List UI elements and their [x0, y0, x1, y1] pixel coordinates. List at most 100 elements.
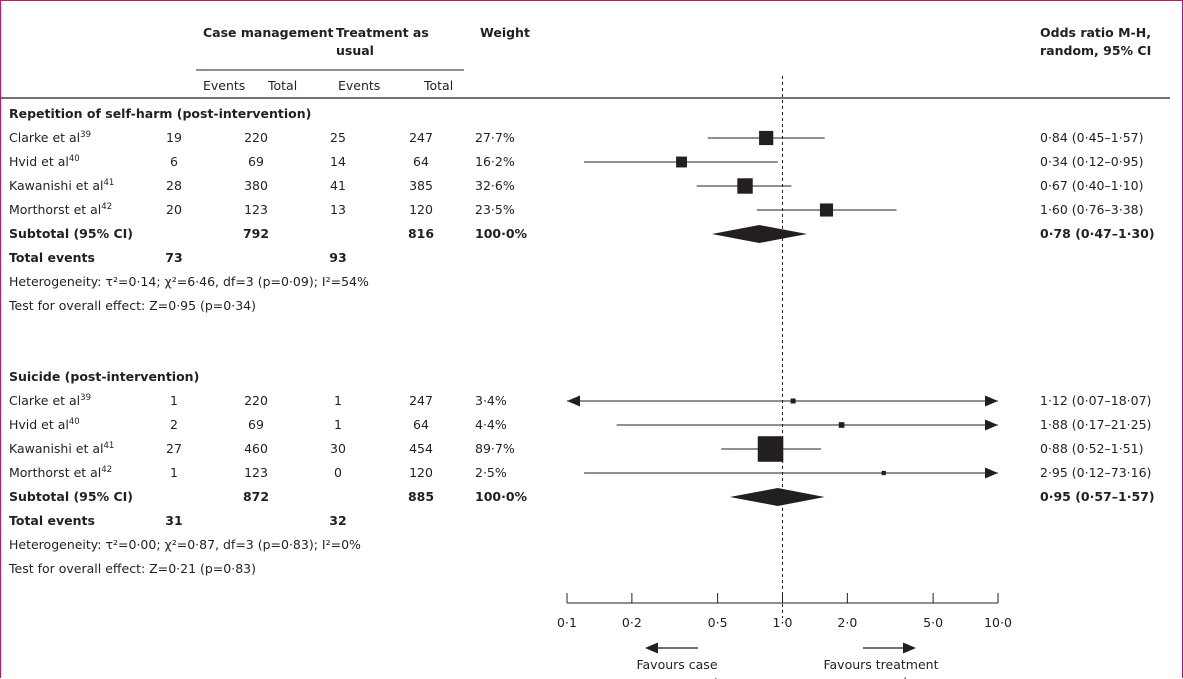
x-tick-label: 5·0 — [923, 615, 943, 630]
study-label: Morthorst et al42 — [9, 202, 112, 217]
study-odds-ratio: 0·88 (0·52–1·51) — [1040, 441, 1143, 456]
study-name: Morthorst et al — [9, 202, 101, 217]
header-odds-ratio-line2: random, 95% CI — [1040, 43, 1151, 58]
study-reference: 39 — [80, 130, 91, 140]
study-reference: 40 — [69, 154, 80, 164]
study-label: Clarke et al39 — [9, 393, 91, 408]
heterogeneity-stats: Heterogeneity: τ²=0·14; χ²=6·46, df=3 (p… — [9, 274, 369, 289]
study-weight: 16·2% — [475, 154, 515, 169]
events-case: 1 — [170, 465, 178, 480]
total-case: 380 — [244, 178, 268, 193]
point-estimate — [838, 422, 845, 428]
total-usual: 64 — [413, 154, 429, 169]
favours-usual-label: Favours treatment — [823, 657, 938, 672]
events-case: 1 — [170, 393, 178, 408]
study-reference: 39 — [80, 393, 91, 403]
group-title: Suicide (post-intervention) — [9, 369, 199, 384]
favours-left-arrow-head — [645, 642, 658, 654]
total-case: 123 — [244, 202, 268, 217]
total-usual: 120 — [409, 465, 433, 480]
ci-arrow-left — [567, 395, 580, 407]
study-label: Clarke et al39 — [9, 130, 91, 145]
group-title: Repetition of self-harm (post-interventi… — [9, 106, 311, 121]
total-usual: 247 — [409, 130, 433, 145]
total-events-usual: 93 — [329, 250, 346, 265]
total-case: 220 — [244, 130, 268, 145]
study-weight: 2·5% — [475, 465, 507, 480]
total-events-case: 31 — [165, 513, 182, 528]
study-reference: 42 — [101, 202, 112, 212]
events-usual: 41 — [330, 178, 346, 193]
x-tick-label: 0·1 — [557, 615, 577, 630]
subtotal-total-case: 792 — [243, 226, 269, 241]
study-name: Kawanishi et al — [9, 178, 104, 193]
study-weight: 23·5% — [475, 202, 515, 217]
total-case: 123 — [244, 465, 268, 480]
events-usual: 1 — [334, 393, 342, 408]
subtotal-label: Subtotal (95% CI) — [9, 489, 133, 504]
total-usual: 454 — [409, 441, 433, 456]
study-reference: 41 — [104, 441, 115, 451]
study-odds-ratio: 1·12 (0·07–18·07) — [1040, 393, 1151, 408]
total-case: 220 — [244, 393, 268, 408]
study-odds-ratio: 0·34 (0·12–0·95) — [1040, 154, 1143, 169]
subtotal-odds-ratio: 0·95 (0·57–1·57) — [1040, 489, 1155, 504]
point-estimate — [676, 156, 687, 168]
ci-arrow-right — [985, 467, 998, 479]
study-reference: 41 — [104, 178, 115, 188]
study-weight: 32·6% — [475, 178, 515, 193]
study-name: Morthorst et al — [9, 465, 101, 480]
favours-case-label: Favours case — [636, 657, 717, 672]
point-estimate — [757, 436, 784, 462]
header-events-case: Events — [203, 78, 245, 93]
x-tick-label: 10·0 — [984, 615, 1012, 630]
overall-effect-test: Test for overall effect: Z=0·95 (p=0·34) — [8, 298, 256, 313]
point-estimate — [737, 178, 753, 194]
events-usual: 30 — [330, 441, 346, 456]
subtotal-total-usual: 816 — [408, 226, 434, 241]
study-name: Kawanishi et al — [9, 441, 104, 456]
pooled-estimate-diamond — [711, 225, 808, 243]
study-name: Clarke et al — [9, 393, 80, 408]
point-estimate — [790, 398, 796, 404]
events-usual: 0 — [334, 465, 342, 480]
study-name: Hvid et al — [9, 417, 69, 432]
study-odds-ratio: 2·95 (0·12–73·16) — [1040, 465, 1151, 480]
events-case: 2 — [170, 417, 178, 432]
header-treatment-as-usual-line2: usual — [336, 43, 374, 58]
header-case-management: Case management — [203, 25, 333, 40]
subtotal-odds-ratio: 0·78 (0·47–1·30) — [1040, 226, 1155, 241]
total-events-usual: 32 — [329, 513, 346, 528]
study-weight: 89·7% — [475, 441, 515, 456]
events-case: 19 — [166, 130, 182, 145]
total-events-case: 73 — [165, 250, 182, 265]
events-case: 6 — [170, 154, 178, 169]
events-usual: 14 — [330, 154, 346, 169]
subtotal-weight: 100·0% — [475, 226, 528, 241]
total-usual: 64 — [413, 417, 429, 432]
study-weight: 3·4% — [475, 393, 507, 408]
x-tick-label: 1·0 — [773, 615, 793, 630]
x-tick-label: 2·0 — [837, 615, 857, 630]
pooled-estimate-diamond — [729, 488, 825, 506]
total-case: 69 — [248, 417, 264, 432]
total-events-label: Total events — [9, 513, 95, 528]
subtotal-label: Subtotal (95% CI) — [9, 226, 133, 241]
header-odds-ratio: Odds ratio M-H, — [1040, 25, 1151, 40]
header-total-case: Total — [267, 78, 297, 93]
favours-right-arrow-head — [903, 642, 916, 654]
x-tick-label: 0·2 — [622, 615, 642, 630]
study-name: Clarke et al — [9, 130, 80, 145]
study-reference: 40 — [69, 417, 80, 427]
ci-arrow-right — [985, 395, 998, 407]
point-estimate — [759, 130, 774, 146]
total-usual: 247 — [409, 393, 433, 408]
study-label: Hvid et al40 — [9, 154, 80, 169]
subtotal-total-case: 872 — [243, 489, 269, 504]
study-weight: 4·4% — [475, 417, 507, 432]
study-label: Kawanishi et al41 — [9, 178, 114, 193]
total-case: 460 — [244, 441, 268, 456]
subtotal-total-usual: 885 — [408, 489, 434, 504]
